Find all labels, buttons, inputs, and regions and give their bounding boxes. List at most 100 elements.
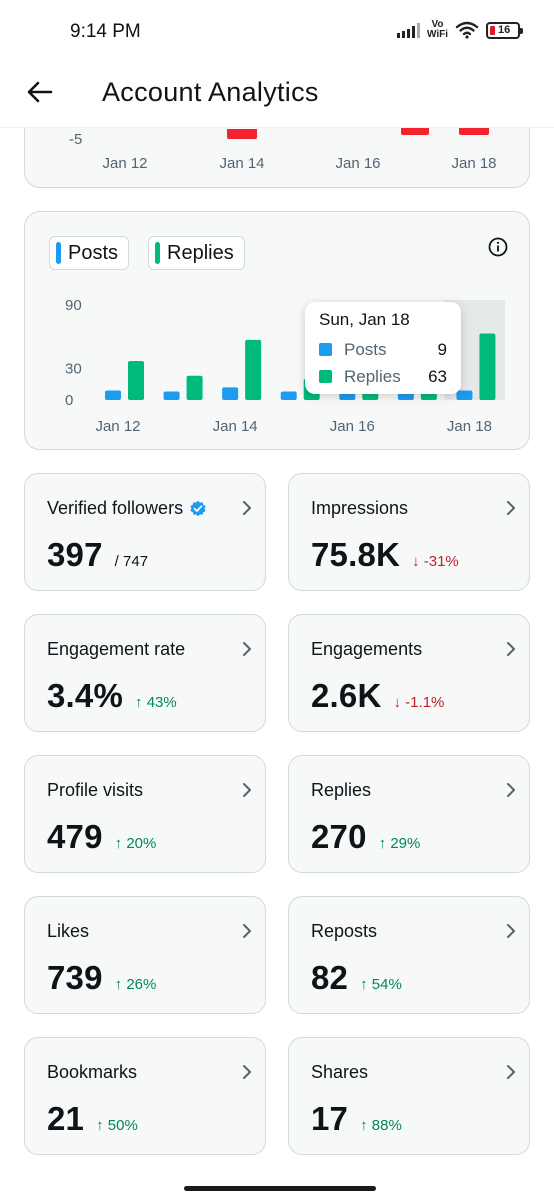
x-tick-label: Jan 16 [335,155,381,172]
tooltip-replies-label: Replies [344,366,401,386]
chart-bar [459,125,489,135]
metric-change: ↓ -31% [412,553,459,570]
verified-badge-icon [190,500,206,516]
metric-value: 21 [47,1100,85,1137]
x-tick-label: Jan 12 [95,418,140,435]
bar-posts [222,387,239,400]
metric-card-engagement-rate[interactable]: Engagement rate 3.4% ↑ 43% [24,614,266,732]
metric-value: 82 [311,959,349,996]
y-tick-label: 0 [65,392,73,409]
tooltip-posts-value: 9 [437,339,447,359]
metric-value: 3.4% [47,677,124,714]
chevron-right-icon [243,642,251,656]
metric-value-row: 3.4% ↑ 43% [47,677,177,715]
x-tick-label: Jan 12 [102,155,148,172]
metric-value-row: 75.8K ↓ -31% [311,536,459,574]
metric-label: Profile visits [47,780,144,800]
home-indicator[interactable] [184,1186,376,1191]
metric-value-row: 21 ↑ 50% [47,1100,138,1138]
metric-value-row: 397 / 747 [47,536,148,574]
bar-posts [105,390,121,400]
app-header: Account Analytics [0,60,554,128]
metric-value: 17 [311,1100,349,1137]
legend-posts[interactable]: Posts [49,236,130,270]
chevron-right-icon [243,1065,251,1079]
metric-value-row: 479 ↑ 20% [47,818,156,856]
tooltip-row-posts: Posts 9 [319,336,447,363]
x-tick-label: Jan 16 [330,418,375,435]
metric-value: 479 [47,818,103,855]
metric-label: Likes [47,921,90,941]
chart-bar [227,129,257,139]
page-title: Account Analytics [102,77,319,107]
metric-change: ↓ -1.1% [393,694,445,711]
y-tick-label: 30 [65,360,82,377]
metric-label: Engagements [311,639,423,659]
legend-label: Replies [167,241,234,264]
battery-level: 16 [498,24,511,36]
battery-icon: 16 [486,21,523,39]
signal-icon [396,22,420,38]
bar-posts [280,391,297,400]
tooltip-posts-label: Posts [344,339,387,359]
x-tick-label: Jan 18 [447,418,492,435]
metric-card-likes[interactable]: Likes 739 ↑ 26% [24,896,266,1014]
metric-card-reposts[interactable]: Reposts 82 ↑ 54% [288,896,530,1014]
metric-label: Engagement rate [47,639,186,659]
bar-replies [479,333,496,400]
metric-card-replies[interactable]: Replies 270 ↑ 29% [288,755,530,873]
metric-card-shares[interactable]: Shares 17 ↑ 88% [288,1037,530,1155]
metric-card-impressions[interactable]: Impressions 75.8K ↓ -31% [288,473,530,591]
status-time: 9:14 PM [70,21,141,42]
chevron-right-icon [507,924,515,938]
metric-card-engagements[interactable]: Engagements 2.6K ↓ -1.1% [288,614,530,732]
metric-change: ↑ 50% [96,1117,138,1134]
bar-posts [163,391,180,400]
metric-value: 2.6K [311,677,382,714]
metric-label: Impressions [311,498,409,518]
metric-label: Replies [311,780,372,800]
metric-change: ↑ 88% [360,1117,402,1134]
chevron-right-icon [243,924,251,938]
metric-label: Verified followers [47,498,207,519]
metric-total: / 747 [114,553,149,570]
metric-card-profile-visits[interactable]: Profile visits 479 ↑ 20% [24,755,266,873]
tooltip-row-replies: Replies 63 [319,363,447,390]
info-icon[interactable] [487,236,509,258]
bar-posts [456,390,473,400]
metric-label: Reposts [311,921,378,941]
bar-replies [245,339,262,400]
metric-change: ↑ 20% [114,835,157,852]
legend-replies[interactable]: Replies [148,236,245,270]
legend-swatch [56,242,61,264]
x-tick-label: Jan 14 [219,155,265,172]
chevron-right-icon [507,501,515,515]
chevron-right-icon [507,783,515,797]
metric-value: 739 [47,959,103,996]
metric-card-verified-followers[interactable]: Verified followers 397 / 747 [24,473,266,591]
vowifi-indicator: Vo WiFi [426,19,448,40]
back-button[interactable] [22,74,58,110]
x-tick-label: Jan 14 [213,418,258,435]
metric-change: ↑ 29% [378,835,421,852]
metric-value-row: 17 ↑ 88% [311,1100,402,1138]
back-arrow-icon [27,81,53,103]
chart-bar [401,125,429,135]
posts-replies-chart-card: Posts Replies 90 30 0 Jan 12 Jan 14 Jan 16 Jan… [24,211,530,450]
bar-posts [397,392,414,400]
status-bar: 9:14 PM Vo WiFi 16 [0,0,554,60]
x-tick-label: Jan 18 [451,155,497,172]
metric-label: Shares [311,1062,369,1082]
metric-value: 397 [47,536,103,573]
bar-replies [186,375,203,400]
metric-card-bookmarks[interactable]: Bookmarks 21 ↑ 50% [24,1037,266,1155]
metric-label: Bookmarks [47,1062,138,1082]
metric-value-row: 270 ↑ 29% [311,818,420,856]
chevron-right-icon [507,1065,515,1079]
tooltip-title: Sun, Jan 18 [319,310,410,329]
metric-change: ↑ 26% [114,976,157,993]
metric-value-row: 82 ↑ 54% [311,959,402,997]
bar-posts [339,392,356,400]
metric-value-row: 2.6K ↓ -1.1% [311,677,444,715]
tooltip-replies-value: 63 [428,366,447,386]
